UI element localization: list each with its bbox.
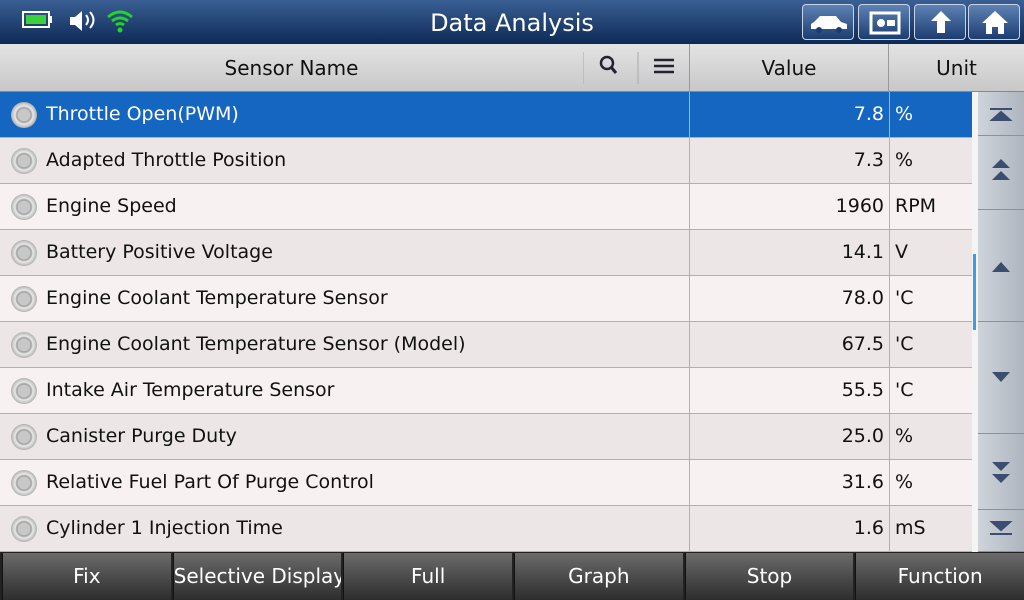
sensor-name: Engine Speed xyxy=(46,195,177,217)
sensor-value: 7.3 xyxy=(689,138,884,183)
home-button[interactable] xyxy=(968,4,1020,40)
sensor-name: Adapted Throttle Position xyxy=(46,149,287,171)
sensor-unit: 'C xyxy=(889,368,972,413)
radio-indicator xyxy=(11,378,37,404)
toolbar-button[interactable]: Full xyxy=(343,553,512,600)
table-row[interactable]: Engine Coolant Temperature Sensor 78.0 'C xyxy=(0,276,972,322)
sensor-unit: RPM xyxy=(889,184,972,229)
toolbar-button[interactable]: Fix xyxy=(2,553,171,600)
sensor-unit: % xyxy=(889,92,972,137)
scroll-thumb xyxy=(973,254,976,330)
sensor-name: Engine Coolant Temperature Sensor xyxy=(46,287,388,309)
table-row[interactable]: Engine Speed 1960 RPM xyxy=(0,184,972,230)
scroll-top[interactable] xyxy=(978,92,1024,136)
sensor-value: 1.6 xyxy=(689,506,884,551)
sensor-value: 25.0 xyxy=(689,414,884,459)
column-title: Unit xyxy=(936,56,977,80)
toolbar-button[interactable]: Selective Display xyxy=(172,553,342,600)
sensor-name: Battery Positive Voltage xyxy=(46,241,273,263)
column-title: Value xyxy=(689,44,889,92)
table-row[interactable]: Canister Purge Duty 25.0% xyxy=(0,414,972,460)
back-button[interactable] xyxy=(914,4,966,40)
sensor-name: Relative Fuel Part Of Purge Control xyxy=(46,471,374,493)
table-row[interactable]: Adapted Throttle Position 7.3% xyxy=(0,138,972,184)
sensor-unit: 'C xyxy=(889,276,972,321)
sensor-value: 31.6 xyxy=(689,460,884,505)
radio-indicator xyxy=(11,516,37,542)
radio-indicator xyxy=(11,102,37,128)
sensor-value: 78.0 xyxy=(689,276,884,321)
toolbar-button[interactable]: Stop xyxy=(684,553,854,600)
line-up[interactable] xyxy=(978,210,1024,322)
radio-indicator xyxy=(11,194,37,220)
radio-indicator xyxy=(11,470,37,496)
scroll-buttons xyxy=(978,92,1024,552)
sensor-name: Canister Purge Duty xyxy=(46,425,237,447)
sensor-unit: 'C xyxy=(889,322,972,367)
table-row[interactable]: Intake Air Temperature Sensor 55.5 'C xyxy=(0,368,972,414)
column-title: Sensor Name xyxy=(224,56,359,80)
sensor-value: 14.1 xyxy=(689,230,884,275)
sensor-name: Engine Coolant Temperature Sensor (Model… xyxy=(46,333,466,355)
table-row[interactable]: Relative Fuel Part Of Purge Control 31.6% xyxy=(0,460,972,506)
radio-indicator xyxy=(11,332,37,358)
sensor-name: Throttle Open(PWM) xyxy=(46,103,239,125)
toolbar-button[interactable]: Function xyxy=(855,553,1024,600)
table-row[interactable]: Throttle Open(PWM) 7.8% xyxy=(0,92,972,138)
sensor-unit: % xyxy=(889,138,972,183)
title-bar: Data Analysis xyxy=(0,0,1024,44)
line-down[interactable] xyxy=(978,322,1024,434)
sensor-unit: mS xyxy=(889,506,972,551)
radio-indicator xyxy=(11,148,37,174)
vehicle-info-button[interactable] xyxy=(802,4,854,40)
toolbar: Fix Selective Display Full Graph Stop Functio… xyxy=(0,552,1024,600)
sensor-value: 7.8 xyxy=(689,92,884,137)
print-button[interactable] xyxy=(858,4,910,40)
radio-indicator xyxy=(11,424,37,450)
radio-indicator xyxy=(11,286,37,312)
sensor-name: Cylinder 1 Injection Time xyxy=(46,517,283,539)
radio-indicator xyxy=(11,240,37,266)
page-down[interactable] xyxy=(978,434,1024,510)
sensor-name: Intake Air Temperature Sensor xyxy=(46,379,335,401)
scrollbar xyxy=(972,92,978,552)
toolbar-button[interactable]: Graph xyxy=(514,553,683,600)
sensor-unit: % xyxy=(889,414,972,459)
table-row[interactable]: Battery Positive Voltage 14.1 V xyxy=(0,230,972,276)
sensor-unit: V xyxy=(889,230,972,275)
table-row[interactable]: Engine Coolant Temperature Sensor (Model… xyxy=(0,322,972,368)
sensor-value: 55.5 xyxy=(689,368,884,413)
table-row[interactable]: Cylinder 1 Injection Time 1.6 mS xyxy=(0,506,972,552)
sensor-value: 1960 xyxy=(689,184,884,229)
status-icons xyxy=(22,10,133,33)
column-header: Sensor Name Value Unit xyxy=(0,44,1024,92)
screen-title: Data Analysis xyxy=(430,9,594,37)
page-up[interactable] xyxy=(978,136,1024,210)
scroll-bottom[interactable] xyxy=(978,510,1024,552)
sensor-value: 67.5 xyxy=(689,322,884,367)
header-tools[interactable] xyxy=(583,44,690,92)
sensor-unit: % xyxy=(889,460,972,505)
